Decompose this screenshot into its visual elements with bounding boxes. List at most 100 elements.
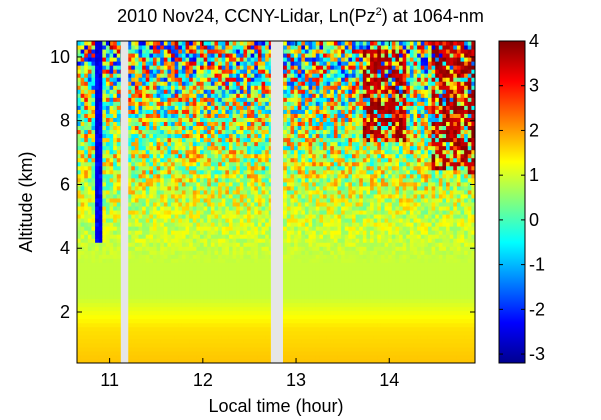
heatmap-cell (87, 310, 92, 316)
heatmap-cell (218, 165, 223, 171)
heatmap-cell (283, 334, 288, 340)
heatmap-cell (283, 125, 288, 131)
heatmap-cell (228, 121, 234, 127)
heatmap-cell (91, 165, 96, 171)
heatmap-cell (294, 65, 299, 70)
heatmap-cell (228, 45, 234, 50)
heatmap-cell (228, 105, 234, 110)
heatmap-cell (265, 101, 270, 106)
heatmap-cell (192, 117, 197, 122)
heatmap-cell (102, 145, 107, 151)
heatmap-cell (203, 258, 208, 263)
heatmap-cell (294, 197, 299, 203)
heatmap-cell (236, 197, 241, 203)
heatmap-cell (203, 181, 208, 187)
heatmap-cell (286, 254, 291, 259)
heatmap-cell (181, 274, 187, 279)
heatmap-cell (200, 254, 205, 259)
heatmap-cell (185, 222, 190, 227)
heatmap-cell (243, 330, 248, 336)
heatmap-cell (265, 202, 270, 207)
heatmap-cell (171, 230, 176, 235)
heatmap-cell (218, 57, 223, 62)
heatmap-cell (149, 105, 154, 110)
heatmap-cell (265, 274, 270, 279)
heatmap-cell (142, 101, 147, 106)
heatmap-cell (268, 49, 273, 54)
heatmap-cell (102, 214, 107, 219)
heatmap-cell (189, 177, 194, 183)
heatmap-cell (236, 121, 241, 127)
heatmap-cell (283, 133, 288, 139)
heatmap-cell (192, 113, 197, 118)
heatmap-cell (105, 302, 111, 308)
heatmap-cell (196, 210, 201, 215)
heatmap-cell (196, 169, 201, 175)
heatmap-cell (174, 298, 179, 304)
heatmap-cell (261, 222, 266, 227)
heatmap-cell (167, 129, 172, 135)
heatmap-cell (149, 214, 154, 219)
heatmap-cell (77, 177, 82, 183)
heatmap-cell (210, 318, 215, 324)
heatmap-cell (214, 354, 219, 360)
heatmap-cell (178, 165, 183, 171)
heatmap-cell (127, 61, 132, 66)
heatmap-cell (257, 286, 263, 292)
heatmap-cell (174, 262, 179, 267)
heatmap-cell (116, 149, 121, 155)
heatmap-cell (203, 97, 208, 102)
heatmap-cell (142, 89, 147, 94)
heatmap-cell (301, 254, 306, 259)
heatmap-cell (80, 306, 85, 312)
heatmap-cell (105, 238, 111, 243)
heatmap-cell (149, 193, 154, 199)
heatmap-cell (268, 354, 273, 360)
heatmap-cell (163, 149, 168, 155)
heatmap-cell (105, 45, 111, 50)
heatmap-cell (98, 53, 103, 58)
heatmap-cell (163, 246, 168, 251)
heatmap-cell (171, 338, 176, 344)
heatmap-cell (297, 129, 302, 135)
heatmap-cell (167, 41, 172, 46)
heatmap-cell (265, 306, 270, 312)
heatmap-cell (247, 246, 252, 251)
heatmap-cell (156, 157, 161, 163)
heatmap-cell (167, 210, 172, 215)
heatmap-cell (77, 238, 82, 243)
heatmap-cell (142, 145, 147, 151)
heatmap-cell (261, 193, 266, 199)
heatmap-cell (243, 326, 248, 332)
heatmap-cell (218, 206, 223, 211)
heatmap-cell (185, 346, 190, 352)
heatmap-cell (134, 234, 140, 239)
heatmap-cell (265, 137, 270, 143)
heatmap-cell (185, 61, 190, 66)
heatmap-cell (254, 141, 259, 147)
heatmap-cell (127, 358, 132, 363)
heatmap-cell (174, 238, 179, 243)
heatmap-cell (174, 346, 179, 352)
heatmap-cell (290, 282, 295, 288)
heatmap-cell (163, 226, 168, 231)
heatmap-cell (189, 117, 194, 122)
heatmap-cell (149, 153, 154, 159)
heatmap-cell (228, 282, 234, 288)
heatmap-cell (239, 242, 244, 247)
heatmap-cell (283, 262, 288, 267)
heatmap-cell (250, 165, 255, 171)
heatmap-cell (134, 121, 140, 127)
heatmap-cell (80, 73, 85, 78)
heatmap-cell (210, 206, 215, 211)
heatmap-cell (84, 270, 89, 275)
heatmap-cell (149, 117, 154, 122)
heatmap-cell (254, 326, 259, 332)
heatmap-cell (265, 318, 270, 324)
heatmap-cell (200, 141, 205, 147)
heatmap-cell (290, 266, 295, 271)
heatmap-cell (160, 354, 165, 360)
heatmap-cell (131, 49, 136, 54)
heatmap-cell (297, 101, 302, 106)
heatmap-cell (185, 153, 190, 159)
